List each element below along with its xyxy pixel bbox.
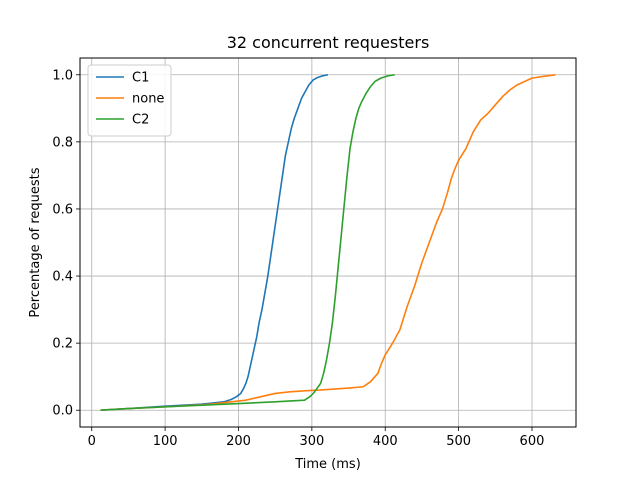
y-tick-label: 0.8 xyxy=(52,135,73,150)
y-tick-label: 0.0 xyxy=(52,404,73,419)
series-lines xyxy=(100,73,556,412)
axis-ticks: 0 100 200 300 400 500 600 0.0 0.2 0.4 0.6 0.8 1.0 xyxy=(52,68,544,449)
chart-title: 32 concurrent requesters xyxy=(227,33,430,52)
x-tick-label: 300 xyxy=(299,434,324,449)
series-line-c1 xyxy=(100,73,329,412)
x-tick-label: 600 xyxy=(520,434,545,449)
y-tick-label: 1.0 xyxy=(52,68,73,83)
x-tick-label: 0 xyxy=(88,434,96,449)
x-axis-title: Time (ms) xyxy=(294,457,361,472)
legend-label-c2: C2 xyxy=(132,113,149,128)
y-tick-label: 0.6 xyxy=(52,202,73,217)
series-line-none xyxy=(100,73,556,412)
series-line-c2 xyxy=(100,73,395,412)
y-tick-label: 0.4 xyxy=(52,270,73,285)
x-tick-label: 200 xyxy=(226,434,251,449)
y-axis-title: Percentage of requests xyxy=(28,167,43,317)
grid xyxy=(80,58,576,427)
plot-frame xyxy=(79,57,577,428)
legend-label-none: none xyxy=(132,92,164,107)
legend: C1 none C2 xyxy=(87,64,172,137)
y-tick-label: 0.2 xyxy=(52,337,73,352)
x-tick-label: 500 xyxy=(446,434,471,449)
x-tick-label: 100 xyxy=(153,434,178,449)
legend-label-c1: C1 xyxy=(132,71,149,86)
x-tick-label: 400 xyxy=(373,434,398,449)
